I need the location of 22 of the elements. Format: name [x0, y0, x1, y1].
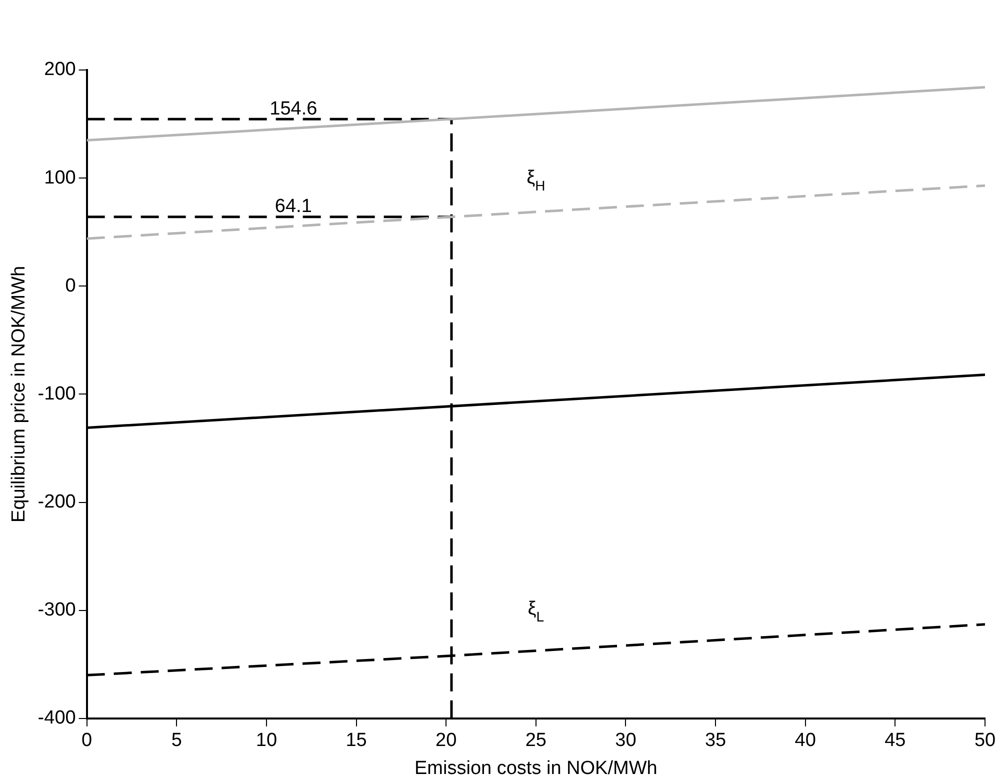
x-tick-label: 15 [346, 730, 367, 752]
x-tick-label: 50 [974, 730, 996, 752]
y-tick-label: -200 [38, 492, 76, 512]
x-tick-label: 40 [794, 730, 816, 752]
x-tick-label: 10 [256, 730, 278, 752]
x-tick-label: 35 [704, 730, 726, 752]
y-tick-label: 0 [65, 275, 76, 296]
x-tick-label: 5 [171, 730, 182, 752]
x-tick-label: 20 [436, 730, 457, 752]
y-tick-label: -400 [38, 708, 76, 729]
x-tick-label: 45 [884, 730, 906, 752]
y-tick-label: -100 [38, 383, 76, 404]
y-axis-title: Equilibrium price in NOK/MWh [8, 266, 30, 522]
annotation: 64.1 [274, 196, 312, 217]
x-tick-label: 0 [82, 730, 92, 752]
x-tick-label: 25 [525, 730, 546, 752]
annotation: 154.6 [270, 98, 318, 120]
x-tick-label: 30 [615, 730, 636, 752]
y-tick-label: 200 [44, 59, 76, 80]
x-axis-title: Emission costs in NOK/MWh [414, 758, 658, 779]
y-tick-label: -300 [38, 600, 76, 621]
y-tick-label: 100 [44, 167, 76, 188]
